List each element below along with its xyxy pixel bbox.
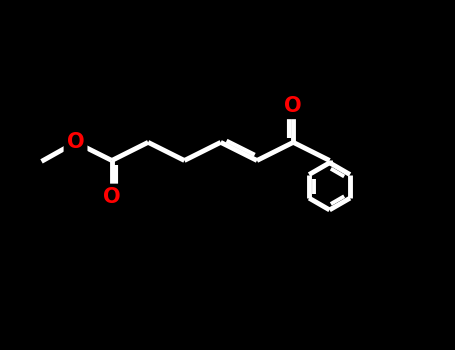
Text: O: O bbox=[284, 96, 302, 116]
Text: O: O bbox=[67, 132, 84, 152]
Text: O: O bbox=[103, 187, 121, 207]
